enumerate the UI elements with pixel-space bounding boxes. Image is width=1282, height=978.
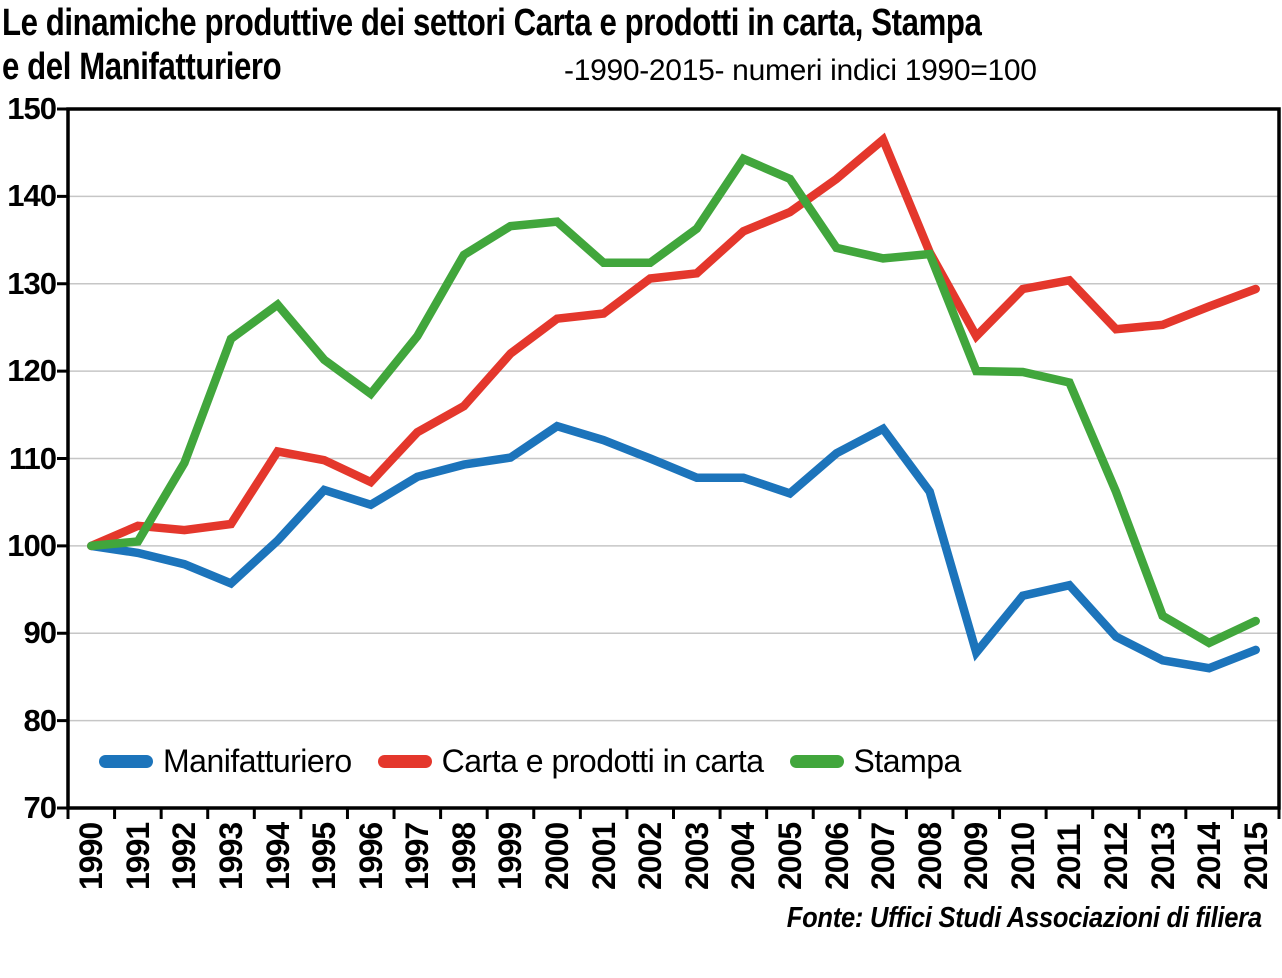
y-axis-label: 70	[23, 790, 57, 825]
series-line-carta-e-prodotti-in-carta	[87, 132, 1260, 551]
x-axis-label: 1991	[119, 822, 156, 890]
x-axis-label: 2007	[865, 822, 902, 890]
x-axis-label: 2003	[678, 822, 715, 890]
x-axis-label: 2004	[725, 822, 762, 890]
y-axis-label: 100	[7, 527, 57, 563]
legend-label: Carta e prodotti in carta	[441, 743, 764, 779]
legend-item-stampa: Stampa	[789, 743, 962, 779]
y-axis-label: 80	[23, 702, 57, 738]
x-axis-label: 2002	[632, 822, 669, 890]
x-axis-label: 2014	[1191, 822, 1228, 890]
legend-label: Stampa	[853, 743, 962, 779]
y-ticks	[57, 107, 68, 810]
x-axis-label: 2015	[1237, 822, 1274, 890]
source-note: Fonte: Uffici Studi Associazioni di fili…	[786, 902, 1262, 934]
legend-item-manifatturiero: Manifatturiero	[99, 743, 352, 779]
y-axis-label: 140	[7, 178, 57, 214]
legend-swatch-icon	[377, 754, 432, 768]
x-axis-label: 2011	[1051, 824, 1088, 890]
x-axis-label: 2008	[911, 822, 948, 890]
x-axis-label: 1998	[445, 822, 482, 890]
x-axis-label: 1996	[352, 822, 389, 890]
x-axis-label: 2013	[1144, 822, 1181, 890]
chart-legend: Manifatturiero Carta e prodotti in carta S…	[99, 742, 961, 780]
x-axis-label: 2010	[1004, 822, 1041, 890]
chart-title-line1: Le dinamiche produttive dei settori Cart…	[2, 2, 982, 44]
legend-swatch-icon	[99, 754, 153, 768]
series-line-manifatturiero	[87, 421, 1260, 673]
x-axis-label: 2006	[818, 822, 855, 890]
y-axis-label: 120	[7, 353, 57, 389]
x-axis-label: 1992	[166, 822, 203, 890]
legend-swatch-icon	[789, 754, 844, 768]
x-axis-label: 2009	[958, 822, 995, 890]
x-axis-label: 2005	[771, 822, 808, 890]
legend-label: Manifatturiero	[163, 743, 352, 779]
x-axis-label: 2000	[539, 822, 576, 890]
y-axis-label: 150	[7, 91, 57, 126]
x-axis-label: 1997	[399, 822, 436, 890]
x-axis-label: 1993	[213, 822, 250, 890]
x-axis-label: 1994	[259, 822, 296, 890]
y-axis-label: 110	[8, 440, 57, 476]
chart-title-line2: e del Manifatturiero	[2, 46, 282, 88]
y-axis-label: 130	[7, 265, 57, 301]
series-line-stampa	[87, 153, 1260, 648]
x-axis-label: 2012	[1097, 822, 1134, 890]
series-lines	[87, 132, 1260, 673]
chart-subtitle: -1990-2015- numeri indici 1990=100	[564, 54, 1037, 87]
x-axis-label: 1990	[73, 822, 110, 890]
plot-frame	[66, 107, 1281, 810]
x-ticks	[66, 808, 1281, 819]
x-axis-label: 1999	[492, 822, 529, 890]
x-axis-label: 2001	[585, 822, 622, 890]
y-axis-label: 90	[23, 615, 57, 651]
legend-item-carta-e-prodotti-in-carta: Carta e prodotti in carta	[377, 743, 764, 779]
x-axis-label: 1995	[306, 822, 343, 890]
